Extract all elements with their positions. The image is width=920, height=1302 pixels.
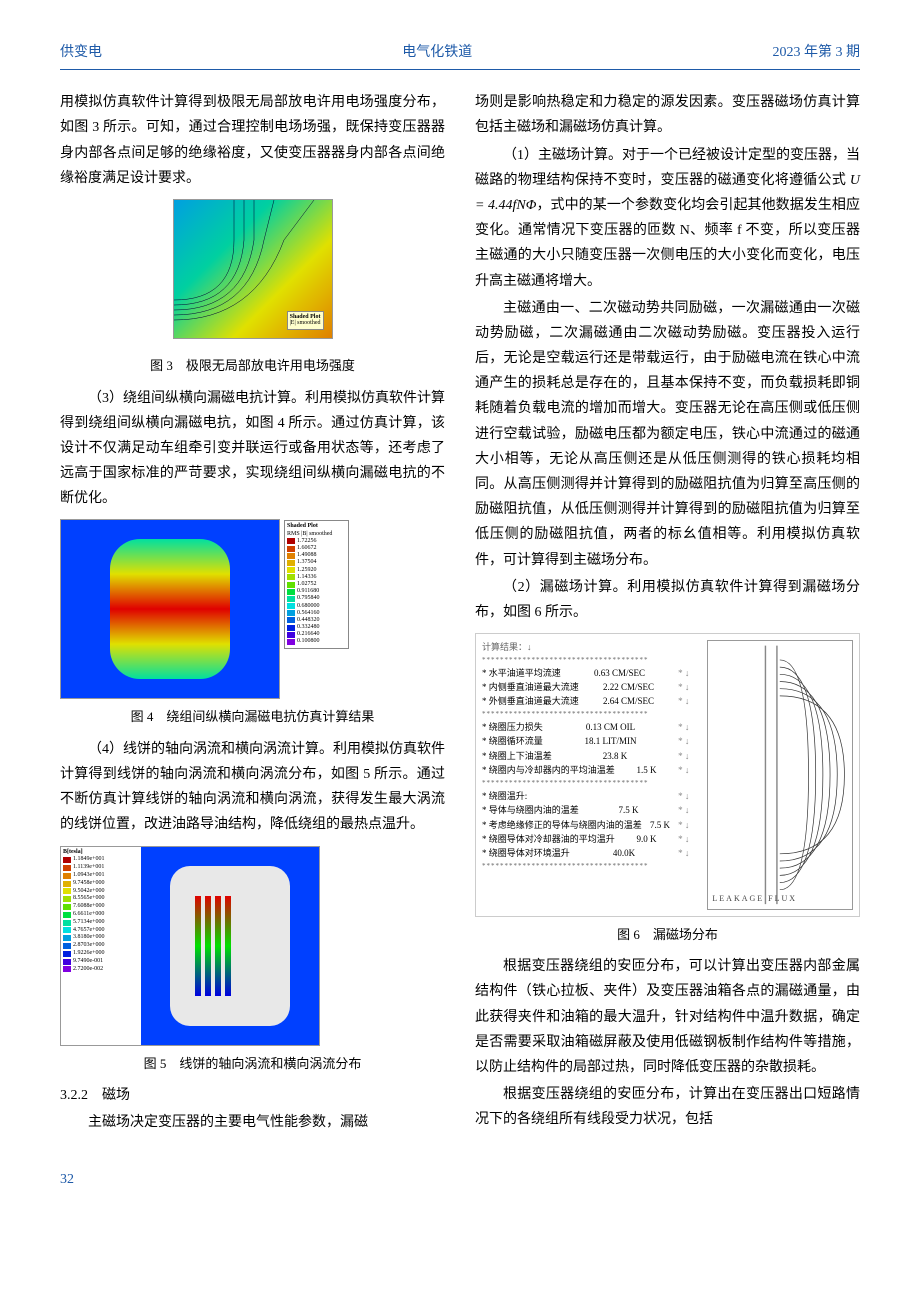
fig6-data-row: * 绕圈导体对环境温升40.0K* ↓ xyxy=(482,846,697,860)
figure-3-caption: 图 3 极限无局部放电许用电场强度 xyxy=(60,354,445,377)
fig4-legend-row: 1.25920 xyxy=(287,567,346,574)
header-right: 2023 年第 3 期 xyxy=(773,40,861,65)
fig6-data-row: * 绕圈温升:* ↓ xyxy=(482,789,697,803)
fig4-legend-row: 0.216640 xyxy=(287,631,346,638)
figure-6-caption: 图 6 漏磁场分布 xyxy=(475,923,860,946)
fig6-sep: ************************************* xyxy=(482,861,697,872)
page-number: 32 xyxy=(60,1167,860,1192)
figure-5-image: B[tesla] 1.1849e+0011.1139e+0011.0943e+0… xyxy=(60,846,320,1046)
left-column: 用模拟仿真软件计算得到极限无局部放电许用电场强度分布，如图 3 所示。可知，通过… xyxy=(60,90,445,1137)
fig5-legend-row: 7.6088e+000 xyxy=(63,903,139,911)
para-4: 主磁场决定变压器的主要电气性能参数，漏磁 xyxy=(60,1110,445,1135)
fig4-legend-title: Shaded Plot xyxy=(287,523,346,530)
fig6-data-row: * 考虑绝缘修正的导体与绕圈内油的温差7.5 K* ↓ xyxy=(482,818,697,832)
para-3: （4）线饼的轴向涡流和横向涡流计算。利用模拟仿真软件计算得到线饼的轴向涡流和横向… xyxy=(60,737,445,838)
fig6-calc-title: 计算结果：↓ xyxy=(482,640,697,654)
fig6-data-row: * 外侧垂直油道最大流速2.64 CM/SEC* ↓ xyxy=(482,694,697,708)
fig4-legend-row: 1.02752 xyxy=(287,581,346,588)
fig5-legend-row: 9.5042e+000 xyxy=(63,888,139,896)
para-1: 用模拟仿真软件计算得到极限无局部放电许用电场强度分布，如图 3 所示。可知，通过… xyxy=(60,90,445,191)
fig4-legend-row: 0.911680 xyxy=(287,588,346,595)
right-column: 场则是影响热稳定和力稳定的源发因素。变压器磁场仿真计算包括主磁场和漏磁场仿真计算… xyxy=(475,90,860,1137)
figure-6-data-panel: 计算结果：↓ *********************************… xyxy=(482,640,697,910)
fig3-legend-sub: |E| smoothed xyxy=(290,320,321,327)
para-r5: 根据变压器绕组的安匝分布，可以计算出变压器内部金属结构件（铁心拉板、夹件）及变压… xyxy=(475,954,860,1080)
figure-5-legend: B[tesla] 1.1849e+0011.1139e+0011.0943e+0… xyxy=(61,847,141,1045)
figure-6: 计算结果：↓ *********************************… xyxy=(475,633,860,946)
fig4-legend-row: 1.14336 xyxy=(287,574,346,581)
two-column-content: 用模拟仿真软件计算得到极限无局部放电许用电场强度分布，如图 3 所示。可知，通过… xyxy=(60,90,860,1137)
fig4-legend-sub: RMS |B| smoothed xyxy=(287,531,346,538)
section-3-2-2-heading: 3.2.2 磁场 xyxy=(60,1083,445,1108)
figure-3-image: Shaded Plot |E| smoothed xyxy=(173,199,333,339)
fig6-data-row: * 绕圈压力损失0.13 CM OIL* ↓ xyxy=(482,720,697,734)
fig4-legend-row: 1.37504 xyxy=(287,559,346,566)
figure-6-image: 计算结果：↓ *********************************… xyxy=(475,633,860,917)
fig6-flux-label: LEAKAGE FLUX xyxy=(712,892,797,906)
para-r6: 根据变压器绕组的安匝分布，计算出在变压器出口短路情况下的各绕组所有线段受力状况，… xyxy=(475,1082,860,1132)
figure-6-flux-plot: LEAKAGE FLUX xyxy=(707,640,853,910)
fig4-legend-row: 0.100800 xyxy=(287,638,346,645)
fig6-data-row: * 导体与绕圈内油的温差7.5 K* ↓ xyxy=(482,803,697,817)
figure-3: Shaded Plot |E| smoothed 图 3 极限无局部放电许用电场… xyxy=(60,199,445,378)
fig6-sep: ************************************* xyxy=(482,778,697,789)
header-left: 供变电 xyxy=(60,40,102,65)
para-r3: 主磁通由一、二次磁动势共同励磁，一次漏磁通由一次磁动势励磁，二次漏磁通由二次磁动… xyxy=(475,296,860,573)
fig4-legend-row: 0.332480 xyxy=(287,624,346,631)
fig5-legend-row: 8.5565e+000 xyxy=(63,895,139,903)
fig5-legend-title: B[tesla] xyxy=(63,849,139,857)
fig5-legend-row: 1.9226e+000 xyxy=(63,950,139,958)
fig6-sep: ************************************* xyxy=(482,709,697,720)
fig5-legend-row: 9.7458e+000 xyxy=(63,880,139,888)
para-r2: （1）主磁场计算。对于一个已经被设计定型的变压器，当磁路的物理结构保持不变时，变… xyxy=(475,143,860,294)
fig4-legend-row: 0.795840 xyxy=(287,595,346,602)
figure-4: Shaded Plot RMS |B| smoothed 1.722561.60… xyxy=(60,519,445,728)
figure-4-legend: Shaded Plot RMS |B| smoothed 1.722561.60… xyxy=(284,520,349,648)
figure-5: B[tesla] 1.1849e+0011.1139e+0011.0943e+0… xyxy=(60,846,445,1075)
figure-5-caption: 图 5 线饼的轴向涡流和横向涡流分布 xyxy=(60,1052,445,1075)
fig5-legend-row: 1.1849e+001 xyxy=(63,856,139,864)
fig6-data-row: * 绕圈循环流量18.1 LIT/MIN* ↓ xyxy=(482,734,697,748)
figure-4-caption: 图 4 绕组间纵横向漏磁电抗仿真计算结果 xyxy=(60,705,445,728)
fig6-sep: ************************************* xyxy=(482,655,697,666)
fig5-legend-row: 2.7200e-002 xyxy=(63,966,139,974)
fig6-data-row: * 内侧垂直油道最大流速2.22 CM/SEC* ↓ xyxy=(482,680,697,694)
figure-3-plot-legend: Shaded Plot |E| smoothed xyxy=(287,311,324,330)
fig4-legend-row: 1.72256 xyxy=(287,538,346,545)
header-center: 电气化铁道 xyxy=(402,40,472,65)
fig5-legend-row: 3.8180e+000 xyxy=(63,934,139,942)
fig5-legend-row: 1.1139e+001 xyxy=(63,864,139,872)
fig5-legend-row: 5.7134e+000 xyxy=(63,919,139,927)
fig4-legend-row: 0.680000 xyxy=(287,603,346,610)
fig5-legend-row: 2.8703e+000 xyxy=(63,942,139,950)
fig6-data-row: * 水平油道平均流速0.63 CM/SEC* ↓ xyxy=(482,666,697,680)
fig3-legend-title: Shaded Plot xyxy=(290,314,321,321)
fig4-legend-row: 0.564160 xyxy=(287,610,346,617)
para-r2-a: （1）主磁场计算。对于一个已经被设计定型的变压器，当磁路的物理结构保持不变时，变… xyxy=(475,148,860,188)
fig5-legend-row: 1.0943e+001 xyxy=(63,872,139,880)
fig6-data-row: * 绕圈上下油温差23.8 K* ↓ xyxy=(482,749,697,763)
fig4-legend-row: 0.448320 xyxy=(287,617,346,624)
fig6-data-row: * 绕圈导体对冷却器油的平均温升9.0 K* ↓ xyxy=(482,832,697,846)
fig4-legend-row: 1.60672 xyxy=(287,545,346,552)
fig5-legend-row: 9.7490e-001 xyxy=(63,958,139,966)
page-header: 供变电 电气化铁道 2023 年第 3 期 xyxy=(60,40,860,70)
para-2: （3）绕组间纵横向漏磁电抗计算。利用模拟仿真软件计算得到绕组间纵横向漏磁电抗，如… xyxy=(60,386,445,512)
fig5-legend-row: 6.6611e+000 xyxy=(63,911,139,919)
para-r4: （2）漏磁场计算。利用模拟仿真软件计算得到漏磁场分布，如图 6 所示。 xyxy=(475,575,860,625)
figure-4-image: Shaded Plot RMS |B| smoothed 1.722561.60… xyxy=(60,519,280,699)
fig5-legend-row: 4.7657e+000 xyxy=(63,927,139,935)
fig6-data-row: * 绕圈内与冷却器内的平均油温差1.5 K* ↓ xyxy=(482,763,697,777)
para-r1: 场则是影响热稳定和力稳定的源发因素。变压器磁场仿真计算包括主磁场和漏磁场仿真计算… xyxy=(475,90,860,140)
fig4-legend-row: 1.49088 xyxy=(287,552,346,559)
